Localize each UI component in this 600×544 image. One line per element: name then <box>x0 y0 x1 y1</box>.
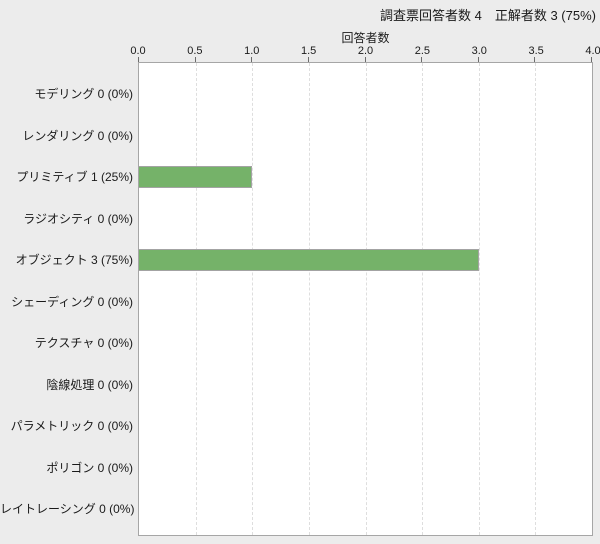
chart-title: 調査票回答者数 4 正解者数 3 (75%) <box>380 8 596 23</box>
x-axis-tick <box>534 57 536 62</box>
category-label: オブジェクト 3 (75%) <box>15 253 133 267</box>
x-axis-tick <box>307 57 309 62</box>
category-label: シェーディング 0 (0%) <box>11 294 133 309</box>
gridline <box>195 63 197 535</box>
x-axis-tick <box>364 57 366 62</box>
category-label: モデリング 0 (0%) <box>34 87 133 101</box>
x-axis-tick-label: 1.0 <box>244 45 260 57</box>
category-label: レンダリング 0 (0%) <box>22 128 133 143</box>
x-axis-tick-label: 3.5 <box>528 45 544 57</box>
x-axis-tick <box>477 57 479 62</box>
x-axis-tick <box>421 57 423 62</box>
gridline <box>365 63 367 535</box>
x-axis-tick <box>591 57 592 62</box>
y-axis-labels: モデリング 0 (0%) レンダリング 0 (0%) プリミティブ 1 (25%) ラ… <box>0 62 135 536</box>
x-axis-tick-label: 1.5 <box>300 45 317 57</box>
category-label: パラメトリック 0 (0%) <box>10 419 133 433</box>
category-label: ラジオシティ 0 (0%) <box>23 211 133 226</box>
category-label: ポリゴン 0 (0%) <box>46 460 133 475</box>
bar-オブジェクト <box>139 249 479 271</box>
x-axis-tick <box>138 57 139 62</box>
gridline <box>308 63 310 535</box>
x-axis-tick-label: 3.0 <box>471 45 487 57</box>
gridline <box>422 63 424 535</box>
gridline <box>478 63 480 535</box>
x-axis-title: 回答者数 <box>341 31 390 45</box>
plot-area <box>138 57 593 536</box>
gridline <box>535 63 537 535</box>
x-axis-tick <box>251 57 253 62</box>
x-axis-tick-label: 4.0 <box>585 45 600 57</box>
category-label: テクスチャ 0 (0%) <box>34 336 133 350</box>
x-axis-tick-label: 0.5 <box>187 45 203 57</box>
category-label: レイトレーシング 0 (0%) <box>0 502 135 516</box>
x-axis-tick <box>194 57 196 62</box>
gridline <box>252 63 254 535</box>
bar-プリミティブ <box>139 166 253 188</box>
x-axis-tick-label: 2.0 <box>357 45 374 57</box>
category-label: プリミティブ 1 (25%) <box>16 170 133 184</box>
x-axis-tick-label: 2.5 <box>414 45 431 57</box>
x-axis-tick-label: 0.0 <box>130 45 146 57</box>
x-axis-tick-labels: 0.0 0.5 1.0 1.5 2.0 2.5 3.0 3.5 4.0 <box>130 45 600 59</box>
category-label: 陰線処理 0 (0%) <box>46 377 133 392</box>
